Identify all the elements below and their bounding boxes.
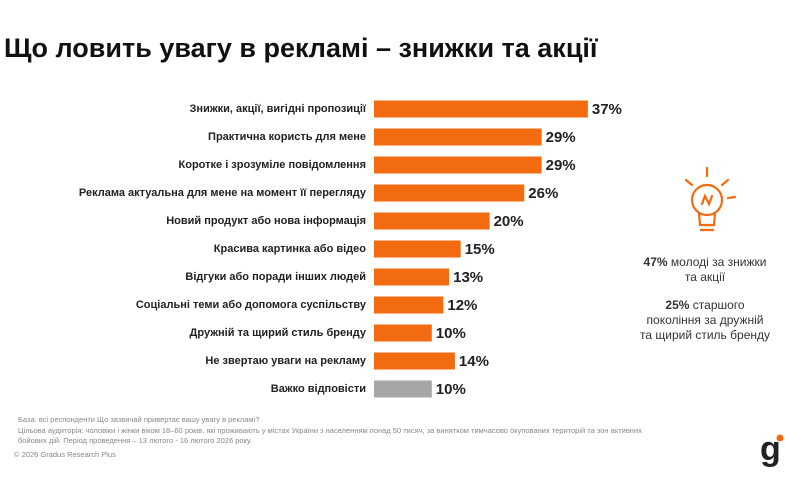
value-label: 15% <box>465 241 495 258</box>
bar <box>374 100 588 118</box>
bar <box>374 352 455 370</box>
annotation-text: молоді за знижки та акції <box>670 255 767 284</box>
category-label: Знижки, акції, вигідні пропозиції <box>190 103 367 115</box>
category-label: Реклама актуальна для мене на момент її … <box>79 187 367 199</box>
category-label: Красива картинка або відео <box>214 243 366 255</box>
value-label: 26% <box>528 185 558 202</box>
value-label: 14% <box>459 353 489 370</box>
annotation-bold: 25% <box>665 298 690 312</box>
bar <box>374 380 432 398</box>
annotation-text: старшого покоління за дружній та щирий с… <box>640 298 770 342</box>
value-label: 20% <box>494 213 524 230</box>
annotation: 47% молоді за знижки та акції <box>640 255 770 285</box>
value-label: 29% <box>546 129 576 146</box>
value-label: 10% <box>436 381 466 398</box>
footnote-base: База: всі респонденти Що зазвичай привер… <box>18 415 260 424</box>
value-label: 29% <box>546 157 576 174</box>
logo: g <box>760 430 781 468</box>
value-label: 12% <box>447 297 477 314</box>
value-label: 13% <box>453 269 483 286</box>
logo-dot <box>776 434 784 442</box>
category-label: Новий продукт або нова інформація <box>166 215 366 227</box>
value-label: 37% <box>592 101 622 118</box>
bar <box>374 296 444 314</box>
bar <box>374 268 450 286</box>
chart-title: Що ловить увагу в рекламі – знижки та ак… <box>4 33 599 63</box>
bar <box>374 128 542 146</box>
value-label: 10% <box>436 325 466 342</box>
bar <box>374 156 542 174</box>
annotation: 25% старшого покоління за дружній та щир… <box>640 298 770 343</box>
bar <box>374 184 525 202</box>
category-label: Відгуки або поради інших людей <box>185 271 366 283</box>
annotation-bold: 47% <box>643 255 668 269</box>
footnote-audience: Цільова аудиторія: чоловіки і жінки віко… <box>18 426 642 445</box>
category-label: Соціальні теми або допомога суспільству <box>136 299 367 311</box>
bar <box>374 212 490 230</box>
category-label: Не звертаю уваги на рекламу <box>205 355 366 367</box>
lightbulb-icon <box>684 166 737 232</box>
category-label: Важко відповісти <box>271 383 366 395</box>
bar <box>374 324 432 342</box>
bar <box>374 240 461 258</box>
category-label: Коротке і зрозуміле повідомлення <box>179 159 366 171</box>
category-label: Дружній та щирий стиль бренду <box>190 327 367 339</box>
copyright: © 2026 Gradus Research Plus <box>14 450 116 459</box>
category-label: Практична користь для мене <box>208 131 366 143</box>
